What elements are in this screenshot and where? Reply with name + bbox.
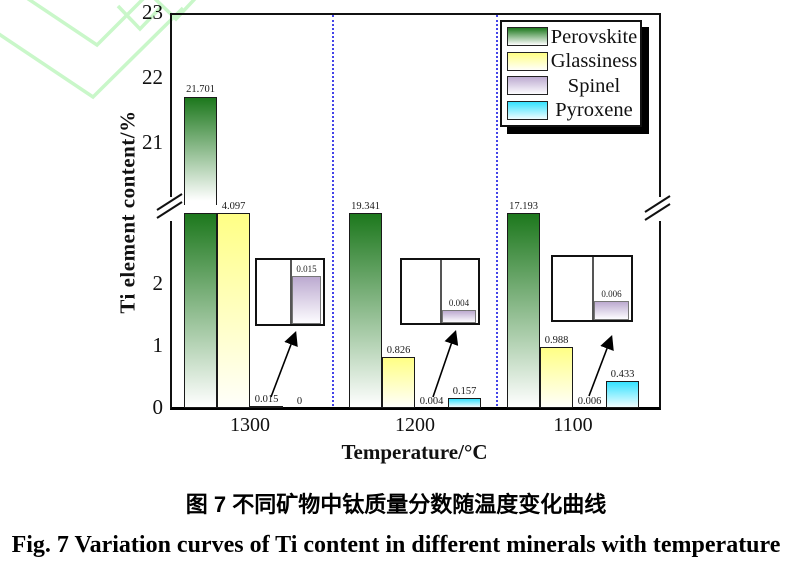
legend-swatch [507,76,548,96]
legend: Perovskite Glassiness Spinel Pyroxene [500,20,642,127]
x-axis-title: Temperature/°C [341,440,488,464]
bar [184,213,217,408]
inset-value-label: 0.015 [296,264,317,274]
legend-swatch [507,27,548,47]
legend-item: Perovskite [502,25,640,49]
inset-value-label: 0.004 [448,298,470,308]
legend-swatch [507,100,548,120]
bar [217,213,250,408]
bar [606,381,639,408]
bar-value-label: 0.157 [452,386,477,397]
group-separator-line [332,15,334,406]
bar-value-label: 0.988 [544,335,569,346]
legend-label: Spinel [567,74,621,97]
group-separator-line [496,15,498,406]
inset-divider [592,257,594,320]
x-tick-label: 1200 [395,414,435,436]
y-tick-label: 23 [142,0,163,24]
inset-spinel-bar [442,310,476,323]
legend-item: Spinel [502,74,640,98]
inset-divider [290,260,292,324]
bar [250,406,283,408]
bar [349,213,382,408]
inset-spinel-bar [594,301,629,320]
legend-item: Glassiness [502,49,640,73]
inset-box: 0.004 [400,258,480,325]
legend-label: Pyroxene [555,99,633,122]
inset-spinel-bar [292,276,321,324]
bar-value-label: 0.826 [386,345,411,356]
bar [382,357,415,408]
inset-box: 0.015 [255,258,325,326]
bar [184,97,217,205]
bar [448,398,481,408]
y-tick-label: 1 [152,333,164,357]
bar-value-label: 0.433 [610,369,635,380]
bar [507,213,540,408]
inset-value-label: 0.006 [601,289,622,299]
x-tick-label: 1100 [553,414,593,436]
y-tick-label: 0 [152,395,164,419]
bar-value-label: 17.193 [509,201,538,212]
bar-value-label: 21.701 [186,84,215,95]
legend-label: Perovskite [550,25,638,48]
inset-divider [440,260,442,323]
caption-chinese: 图 7 不同矿物中钛质量分数随温度变化曲线 [185,492,607,517]
y-tick-label: 22 [142,65,163,89]
x-tick-label: 1300 [230,414,270,436]
bar-value-label: 4.097 [221,201,246,212]
inset-box: 0.006 [551,255,633,322]
bar-value-label: 0 [296,396,303,407]
legend-label: Glassiness [550,50,638,73]
bar-value-label: 19.341 [351,201,380,212]
bar-value-label: 0.015 [254,394,279,405]
legend-swatch [507,51,548,71]
y-tick-label: 2 [152,271,164,295]
bar-value-label: 0.006 [577,396,602,407]
bar-value-label: 0.004 [419,396,444,407]
bar [540,347,573,408]
legend-item: Pyroxene [502,98,640,122]
caption-english: Fig. 7 Variation curves of Ti content in… [11,532,781,558]
y-tick-label: 21 [142,130,163,154]
